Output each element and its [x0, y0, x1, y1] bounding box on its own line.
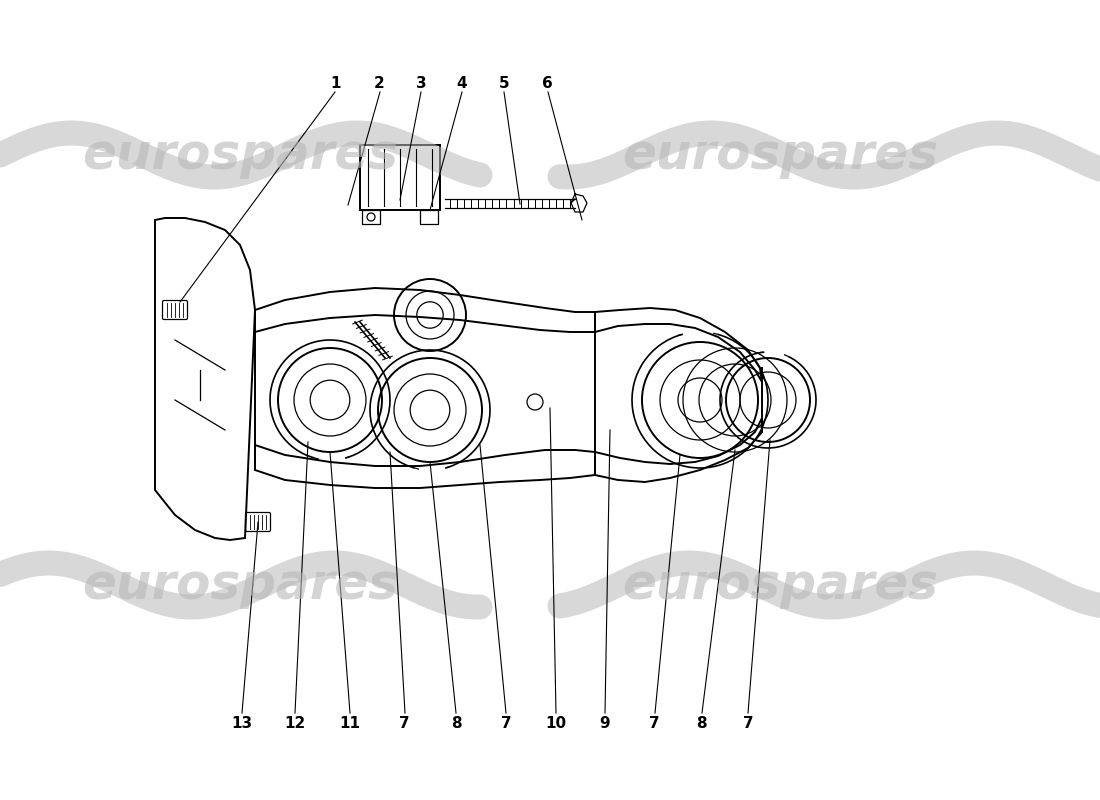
Text: 3: 3 [416, 77, 427, 91]
Text: 2: 2 [374, 77, 385, 91]
Text: 1: 1 [330, 77, 341, 91]
Text: 11: 11 [339, 717, 361, 731]
Text: 5: 5 [498, 77, 509, 91]
Text: eurospares: eurospares [621, 561, 938, 609]
Text: 4: 4 [456, 77, 468, 91]
Text: 9: 9 [600, 717, 610, 731]
Text: eurospares: eurospares [82, 131, 398, 179]
Text: 12: 12 [284, 717, 306, 731]
Text: 7: 7 [500, 717, 512, 731]
Text: 7: 7 [399, 717, 410, 731]
Text: 6: 6 [542, 77, 553, 91]
Text: 8: 8 [696, 717, 707, 731]
Text: 10: 10 [544, 717, 566, 731]
Text: eurospares: eurospares [621, 131, 938, 179]
Text: 13: 13 [231, 717, 253, 731]
Text: 8: 8 [451, 717, 462, 731]
Text: 7: 7 [742, 717, 754, 731]
Text: eurospares: eurospares [82, 561, 398, 609]
Text: 7: 7 [649, 717, 660, 731]
